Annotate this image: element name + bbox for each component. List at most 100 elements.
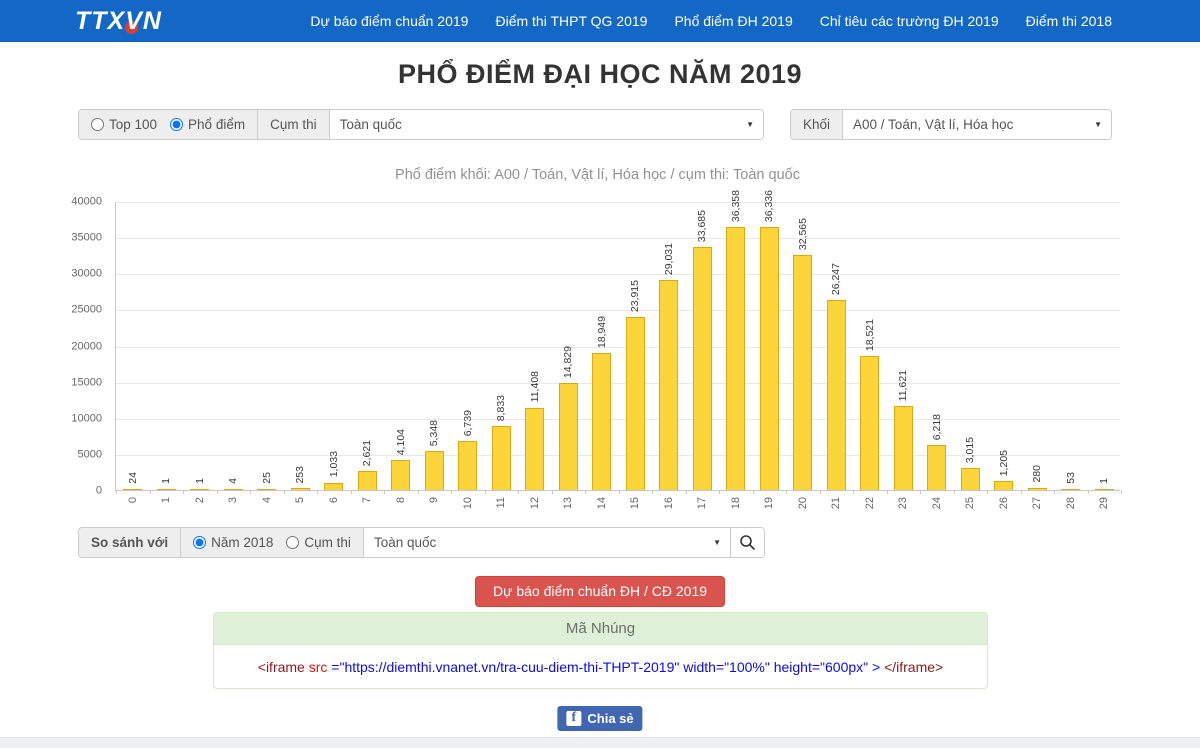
bar-value-label: 26,247 [830, 263, 843, 296]
x-axis-label: 28 [1064, 497, 1077, 510]
chevron-down-icon: ▼ [746, 120, 754, 129]
bar-value-label: 11,408 [528, 371, 541, 403]
x-axis-tick [920, 490, 921, 494]
bar[interactable] [391, 460, 411, 490]
x-axis-tick [451, 490, 452, 494]
compare-region-value: Toàn quốc [373, 535, 437, 550]
search-button[interactable] [730, 528, 764, 557]
x-axis-label: 14 [595, 497, 608, 510]
x-axis-label: 12 [528, 497, 541, 510]
x-axis-label: 2 [193, 497, 206, 504]
search-icon [740, 535, 756, 551]
bar[interactable] [759, 227, 779, 490]
x-axis-label: 16 [662, 497, 675, 510]
nav-item[interactable]: Điểm thi THPT QG 2019 [495, 13, 648, 29]
compare-addon: So sánh với [79, 528, 182, 557]
y-axis-tick-label: 20000 [71, 339, 102, 352]
nam-2018-radio-option[interactable]: Năm 2018 [193, 535, 273, 550]
nam-2018-radio[interactable] [193, 536, 207, 549]
top100-label: Top 100 [109, 117, 158, 132]
bar[interactable] [625, 317, 645, 490]
bar[interactable] [290, 488, 310, 490]
nav-item[interactable]: Điểm thi 2018 [1025, 13, 1112, 29]
compare-region-select[interactable]: Toàn quốc ▼ [363, 528, 730, 557]
x-axis-tick [551, 490, 553, 494]
x-axis-tick [216, 490, 218, 494]
bar[interactable] [659, 280, 679, 490]
x-axis-tick [417, 490, 419, 494]
bar[interactable] [592, 353, 612, 490]
x-axis-label: 15 [629, 497, 642, 510]
forecast-button[interactable]: Dự báo điểm chuẩn ĐH / CĐ 2019 [474, 576, 726, 607]
bar[interactable] [123, 488, 143, 490]
top100-radio[interactable] [91, 118, 104, 131]
mode-radio-segment: Top 100 Phổ điểm [79, 110, 259, 139]
bar[interactable] [324, 482, 344, 490]
bar[interactable] [793, 254, 813, 490]
x-axis-label: 19 [763, 497, 776, 510]
x-axis-label: 26 [997, 497, 1010, 510]
nav-menu: Dự báo điểm chuẩn 2019 Điểm thi THPT QG 2… [310, 0, 1112, 42]
bar-value-label: 4 [227, 477, 240, 484]
bar[interactable] [826, 300, 846, 490]
logo-text-prefix: TTX [75, 7, 126, 35]
x-axis-label: 25 [964, 497, 977, 510]
compare-label: So sánh với [91, 535, 169, 550]
bar[interactable] [893, 406, 913, 490]
bar[interactable] [860, 356, 880, 490]
bar[interactable] [994, 481, 1014, 490]
y-axis-tick-label: 10000 [71, 412, 102, 425]
footer-strip [0, 737, 1200, 748]
compare-cum-thi-radio-option[interactable]: Cụm thi [286, 535, 351, 550]
chevron-down-icon: ▼ [713, 538, 721, 547]
region-select[interactable]: Toàn quốc ▼ [329, 110, 763, 139]
pho-diem-radio[interactable] [170, 118, 184, 131]
gridline [116, 454, 1120, 456]
x-axis-tick [518, 490, 519, 494]
region-select-value: Toàn quốc [339, 117, 402, 132]
bar-value-label: 1 [193, 477, 206, 484]
bar[interactable] [156, 488, 176, 490]
bar[interactable] [257, 488, 277, 490]
bar[interactable] [223, 488, 243, 490]
bar-value-label: 18,521 [863, 319, 876, 352]
embed-panel-header: Mã Nhúng [214, 613, 987, 645]
nav-item[interactable]: Dự báo điểm chuẩn 2019 [310, 13, 469, 29]
facebook-share-button[interactable]: f Chia sẻ [557, 706, 643, 731]
gridline [116, 202, 1120, 203]
y-axis-tick-label: 15000 [71, 376, 102, 389]
y-axis: 0 5000 10000 15000 20000 25000 30000 35000 40000 [58, 195, 110, 496]
bar[interactable] [726, 227, 746, 490]
bar[interactable] [491, 426, 511, 490]
compare-radio-segment: Năm 2018 Cụm thi [181, 528, 364, 557]
top100-radio-option[interactable]: Top 100 [91, 117, 157, 132]
bar[interactable] [927, 445, 947, 490]
bar[interactable] [1061, 488, 1081, 490]
y-axis-tick-label: 25000 [71, 303, 102, 316]
bar[interactable] [558, 382, 578, 490]
bar[interactable] [960, 468, 980, 490]
facebook-icon: f [566, 710, 582, 726]
bar[interactable] [525, 407, 545, 490]
bar-value-label: 6,739 [461, 410, 474, 437]
bar[interactable] [692, 246, 712, 490]
x-axis-label: 5 [294, 497, 307, 504]
bar-value-label: 2,621 [361, 439, 374, 467]
x-axis-tick [819, 490, 821, 494]
bar[interactable] [458, 441, 478, 490]
bar[interactable] [1094, 488, 1114, 490]
gridline [116, 418, 1120, 420]
khoi-select[interactable]: A00 / Toán, Vật lí, Hóa học ▼ [843, 110, 1111, 139]
bar[interactable] [357, 471, 377, 490]
nav-item[interactable]: Chỉ tiêu các trường ĐH 2019 [819, 13, 999, 29]
bar[interactable] [190, 488, 210, 490]
compare-cum-thi-radio[interactable] [286, 536, 300, 549]
nav-item[interactable]: Phổ điểm ĐH 2019 [674, 13, 793, 29]
x-axis-label: 0 [126, 497, 139, 504]
bar[interactable] [424, 451, 444, 490]
khoi-label: Khối [803, 117, 831, 132]
pho-diem-radio-option[interactable]: Phổ điểm [170, 117, 245, 132]
ttxvn-logo[interactable]: TTX VN [75, 7, 162, 36]
bar[interactable] [1027, 487, 1047, 490]
